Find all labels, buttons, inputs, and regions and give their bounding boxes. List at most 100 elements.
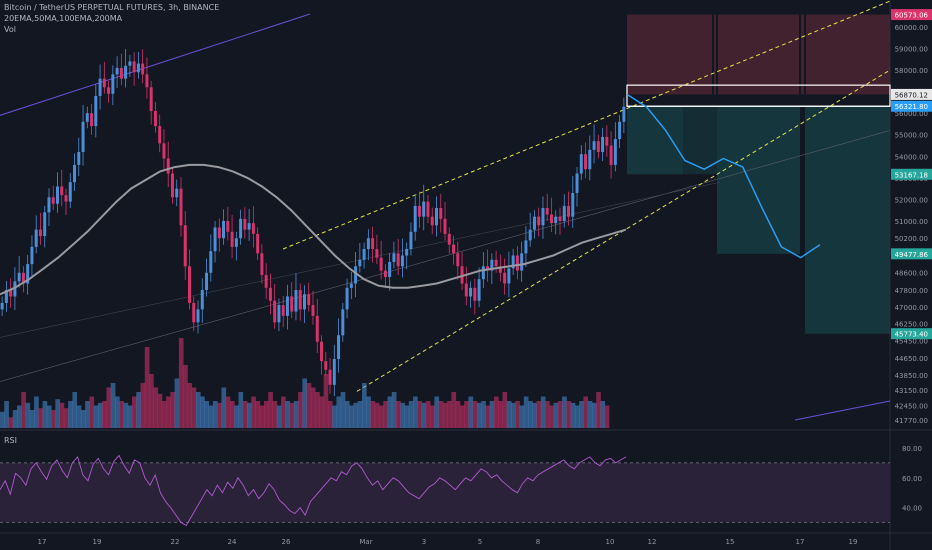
volume-bar: [332, 405, 337, 428]
volume-bar: [268, 392, 273, 428]
candle: [439, 208, 443, 219]
price-tick-label: 59000.00: [895, 45, 928, 53]
price-tick-label: 48600.00: [895, 270, 928, 278]
volume-bar: [383, 401, 388, 428]
lower-purple-trendline: [794, 400, 891, 421]
candle: [188, 266, 191, 303]
candle: [383, 270, 387, 278]
indicators-legend[interactable]: 20EMA,50MA,100EMA,200MA: [4, 14, 123, 23]
price-badge: [891, 100, 932, 112]
target-zone-3: [805, 106, 890, 334]
candle: [298, 289, 302, 310]
volume-bar: [221, 387, 227, 428]
time-tick-label: 19: [93, 538, 102, 546]
price-badge-label: 53167.18: [895, 171, 928, 179]
volume-bar: [55, 399, 61, 428]
candle: [166, 158, 170, 174]
price-badge: [891, 88, 932, 100]
time-tick-label: 8: [536, 538, 540, 546]
candle: [158, 126, 162, 144]
price-badge: [891, 328, 932, 340]
volume-bar: [485, 405, 491, 428]
candle: [311, 305, 315, 316]
volume-bar: [591, 402, 597, 428]
candle: [273, 300, 277, 323]
price-badge-label: 56321.80: [895, 103, 928, 111]
candle: [290, 296, 294, 312]
volume-bar: [251, 396, 256, 428]
time-tick-label: 24: [228, 538, 237, 546]
candle: [601, 136, 605, 152]
time-tick-label: 10: [606, 538, 615, 546]
candle: [94, 95, 98, 127]
price-tick-label: 50200.00: [895, 235, 928, 243]
candle: [447, 233, 451, 245]
volume-bar: [42, 401, 48, 428]
candle: [400, 255, 404, 267]
volume-bar: [293, 401, 299, 428]
volume-bar: [434, 396, 440, 428]
volume-bar: [183, 365, 188, 428]
volume-bar: [447, 401, 452, 428]
volume-bar: [472, 401, 478, 428]
candle: [618, 121, 622, 140]
price-tick-label: 45450.00: [895, 338, 928, 346]
volume-bar: [127, 405, 133, 428]
candle: [128, 61, 132, 66]
volume-bar: [583, 396, 589, 428]
candle: [60, 186, 64, 196]
volume-bar: [242, 401, 248, 428]
rsi-legend[interactable]: RSI: [4, 436, 17, 445]
candle: [132, 61, 136, 73]
candle: [532, 216, 536, 230]
candle: [85, 113, 89, 122]
candle: [13, 281, 17, 297]
volume-bar: [153, 387, 158, 428]
price-tick-label: 42450.00: [895, 402, 928, 410]
volume-bar: [106, 387, 112, 428]
price-badge-label: 45773.40: [895, 331, 928, 339]
volume-bar: [12, 410, 18, 428]
candle: [243, 218, 247, 230]
candle: [613, 139, 617, 165]
candle: [175, 188, 179, 198]
candle: [571, 192, 575, 217]
volume-bar: [315, 392, 320, 428]
volume-bar: [396, 401, 401, 428]
candle: [358, 259, 362, 267]
price-tick-label: 47000.00: [895, 304, 928, 312]
candle: [456, 253, 460, 267]
volume-bar: [63, 408, 69, 428]
candle: [545, 208, 549, 215]
volume-bar: [340, 392, 346, 428]
candle: [0, 302, 4, 310]
volume-bar: [123, 402, 129, 428]
volume-bar: [442, 402, 448, 428]
candle: [162, 143, 166, 159]
candle: [481, 266, 485, 280]
price-tick-label: 60000.00: [895, 24, 928, 32]
candle: [405, 249, 409, 256]
candle: [285, 296, 289, 316]
candle: [136, 63, 140, 73]
price-badge-label: 49477.86: [895, 251, 929, 259]
price-tick-label: 46250.00: [895, 320, 928, 328]
candle: [320, 341, 324, 362]
volume-bar: [110, 383, 116, 428]
volume-bar: [21, 392, 26, 428]
volume-bar: [511, 402, 516, 428]
volume-bar: [596, 392, 601, 428]
volume-bar: [379, 405, 384, 428]
volume-bar: [157, 393, 163, 428]
price-tick-label: 41770.00: [895, 417, 928, 425]
price-tick-label: 47800.00: [895, 287, 928, 295]
volume-bar: [208, 405, 214, 428]
volume-bar: [336, 396, 342, 428]
candle: [579, 154, 583, 174]
candle: [264, 274, 268, 288]
candle: [341, 309, 345, 336]
candle: [209, 251, 213, 273]
volume-legend[interactable]: Vol: [4, 25, 16, 34]
